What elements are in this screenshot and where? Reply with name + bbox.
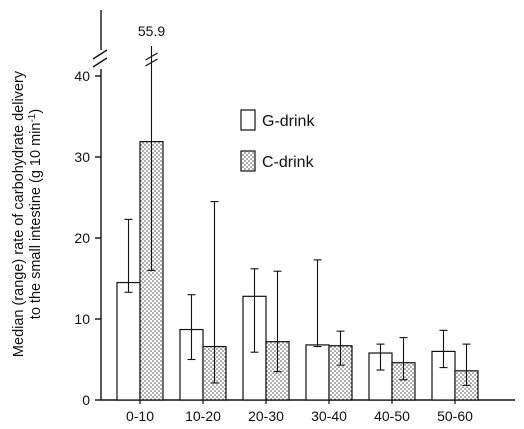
legend: G-drink C-drink — [240, 109, 315, 172]
x-tick-label-20-30: 20-30 — [248, 408, 284, 424]
legend-swatch-c-drink — [240, 150, 256, 172]
bars — [116, 46, 479, 401]
x-tick-label-10-20: 10-20 — [185, 408, 221, 424]
x-tick-label-0-10: 0-10 — [126, 408, 154, 424]
legend-item-c-drink: C-drink — [240, 150, 315, 172]
y-axis-title-close: ) — [28, 109, 44, 114]
y-tick-label-40: 40 — [74, 68, 90, 84]
x-axis-ticks: 0-10 10-20 20-30 30-40 40-50 50-60 — [126, 400, 473, 424]
y-axis-break-mark — [92, 49, 108, 68]
y-tick-label-20: 20 — [74, 230, 90, 246]
y-axis-title-line2: to the small intestine (g 10 min-1) — [27, 109, 44, 319]
bar-g-drink-0-10 — [116, 281, 141, 401]
range-break-mark-a-0-10 — [145, 52, 158, 61]
y-tick-label-10: 10 — [74, 311, 90, 327]
range-break-mark-b-0-10 — [145, 58, 158, 67]
y-axis-ticks: 0 10 20 30 40 — [74, 68, 101, 408]
y-tick-label-0: 0 — [82, 392, 90, 408]
annotations: 55.9 — [138, 23, 165, 39]
y-tick-label-30: 30 — [74, 149, 90, 165]
y-axis-title-line1: Median (range) rate of carbohydrate deli… — [11, 70, 27, 357]
bar-g-drink-30-40 — [305, 344, 330, 401]
legend-item-g-drink: G-drink — [240, 109, 315, 131]
y-axis-title: Median (range) rate of carbohydrate deli… — [11, 70, 44, 357]
y-axis-title-exponent: -1 — [27, 113, 38, 122]
x-tick-label-50-60: 50-60 — [437, 408, 473, 424]
x-tick-label-40-50: 40-50 — [374, 408, 410, 424]
annotation-label-55.9: 55.9 — [138, 23, 165, 39]
y-axis-title-line2-text: to the small intestine (g 10 min — [28, 123, 44, 320]
legend-label-g-drink: G-drink — [262, 113, 315, 130]
x-tick-label-30-40: 30-40 — [311, 408, 347, 424]
legend-swatch-g-drink — [240, 109, 256, 131]
legend-label-c-drink: C-drink — [262, 154, 315, 171]
